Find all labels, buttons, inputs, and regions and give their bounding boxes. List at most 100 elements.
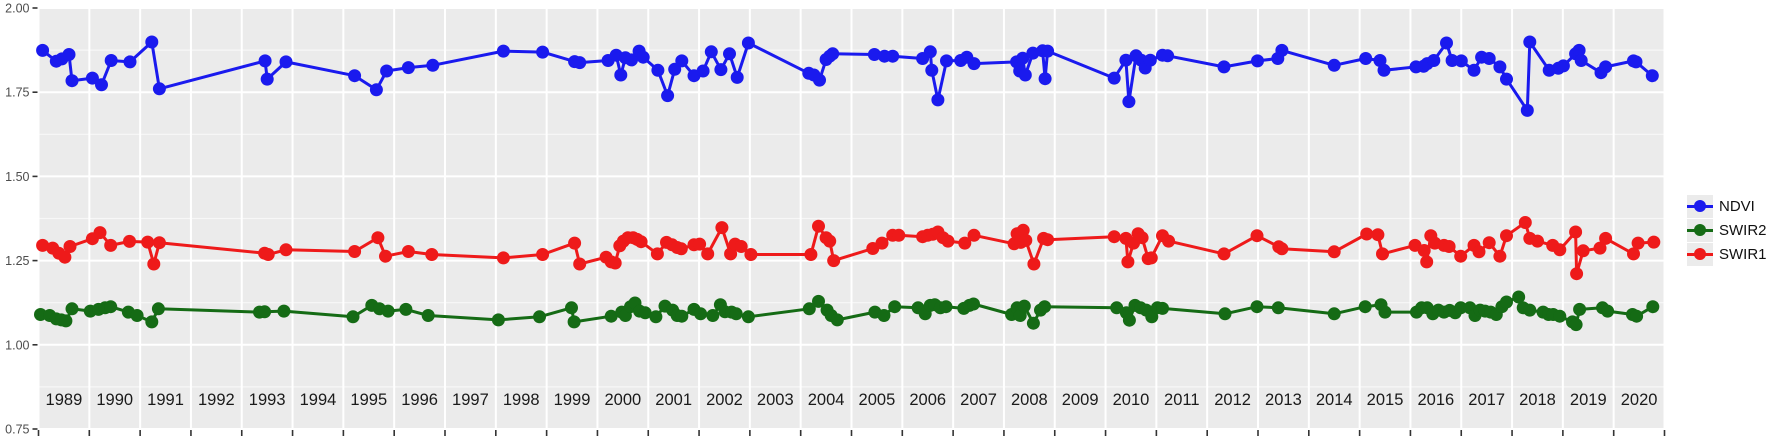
data-point-SWIR2[interactable] [151, 302, 165, 316]
data-point-NDVI[interactable] [145, 35, 159, 49]
data-point-NDVI[interactable] [636, 50, 650, 64]
data-point-SWIR1[interactable] [650, 247, 664, 261]
data-point-NDVI[interactable] [675, 54, 689, 68]
data-point-SWIR1[interactable] [967, 228, 981, 242]
data-point-SWIR2[interactable] [638, 306, 652, 320]
data-point-NDVI[interactable] [1482, 52, 1496, 65]
data-point-NDVI[interactable] [1377, 63, 1391, 77]
data-point-SWIR2[interactable] [65, 302, 79, 316]
data-point-SWIR2[interactable] [830, 313, 844, 327]
data-point-SWIR2[interactable] [939, 300, 953, 314]
data-point-SWIR2[interactable] [1454, 301, 1468, 315]
data-point-NDVI[interactable] [1026, 46, 1040, 60]
data-point-SWIR1[interactable] [1593, 241, 1607, 255]
data-point-NDVI[interactable] [62, 48, 76, 61]
data-point-NDVI[interactable] [1275, 43, 1289, 57]
data-point-SWIR1[interactable] [812, 219, 825, 233]
data-point-SWIR2[interactable] [346, 310, 360, 324]
data-point-NDVI[interactable] [369, 83, 383, 97]
data-point-NDVI[interactable] [36, 43, 50, 57]
data-point-SWIR2[interactable] [1122, 313, 1136, 327]
data-point-SWIR2[interactable] [533, 310, 546, 324]
data-point-SWIR1[interactable] [693, 237, 707, 251]
legend-entry-swir2[interactable]: SWIR2 [1687, 218, 1767, 242]
data-point-NDVI[interactable] [940, 54, 953, 68]
data-point-SWIR2[interactable] [802, 302, 816, 316]
data-point-NDVI[interactable] [1454, 54, 1468, 68]
data-point-NDVI[interactable] [1161, 49, 1175, 63]
data-point-SWIR2[interactable] [1156, 301, 1169, 315]
data-point-SWIR2[interactable] [1026, 316, 1040, 330]
data-point-SWIR1[interactable] [1493, 249, 1507, 263]
data-point-NDVI[interactable] [1143, 53, 1157, 67]
data-point-SWIR1[interactable] [93, 226, 107, 240]
data-point-SWIR1[interactable] [1135, 231, 1149, 245]
data-point-NDVI[interactable] [813, 73, 826, 87]
data-point-SWIR2[interactable] [491, 313, 505, 327]
data-point-NDVI[interactable] [1574, 54, 1588, 67]
data-point-NDVI[interactable] [625, 53, 638, 67]
data-point-NDVI[interactable] [1556, 59, 1570, 73]
data-point-SWIR2[interactable] [1358, 300, 1372, 314]
data-point-SWIR2[interactable] [967, 297, 980, 311]
data-point-NDVI[interactable] [1119, 53, 1133, 67]
data-point-NDVI[interactable] [1445, 54, 1459, 67]
data-point-NDVI[interactable] [826, 47, 840, 61]
data-point-SWIR1[interactable] [608, 256, 622, 270]
data-point-SWIR1[interactable] [348, 245, 362, 258]
data-point-NDVI[interactable] [573, 56, 587, 70]
data-point-SWIR1[interactable] [1250, 229, 1264, 243]
data-point-SWIR1[interactable] [58, 250, 72, 264]
data-point-SWIR2[interactable] [888, 300, 902, 314]
data-point-NDVI[interactable] [1440, 36, 1453, 50]
data-point-SWIR1[interactable] [1121, 255, 1135, 269]
data-point-NDVI[interactable] [614, 68, 628, 82]
data-point-SWIR1[interactable] [1107, 230, 1121, 244]
data-point-SWIR2[interactable] [1218, 307, 1232, 321]
data-point-SWIR1[interactable] [1376, 247, 1389, 261]
data-point-SWIR1[interactable] [1576, 244, 1590, 258]
data-point-NDVI[interactable] [1359, 52, 1373, 65]
data-point-NDVI[interactable] [1038, 72, 1052, 86]
data-point-SWIR1[interactable] [371, 231, 385, 245]
data-point-NDVI[interactable] [65, 74, 79, 88]
data-point-NDVI[interactable] [348, 69, 362, 83]
data-point-SWIR1[interactable] [1041, 233, 1055, 247]
data-point-SWIR2[interactable] [877, 309, 891, 322]
data-point-SWIR2[interactable] [741, 310, 755, 324]
data-point-SWIR2[interactable] [1017, 299, 1031, 313]
data-point-SWIR1[interactable] [1371, 228, 1385, 242]
data-point-NDVI[interactable] [1041, 44, 1055, 58]
data-point-NDVI[interactable] [1427, 54, 1441, 67]
data-point-SWIR1[interactable] [63, 240, 77, 253]
data-point-SWIR1[interactable] [1360, 227, 1374, 241]
data-point-NDVI[interactable] [401, 61, 415, 75]
data-point-NDVI[interactable] [104, 54, 118, 67]
data-point-SWIR2[interactable] [604, 309, 618, 323]
data-point-SWIR1[interactable] [1420, 255, 1434, 269]
data-point-NDVI[interactable] [536, 45, 550, 59]
data-point-SWIR2[interactable] [1378, 305, 1392, 319]
data-point-SWIR2[interactable] [130, 309, 144, 322]
data-point-SWIR1[interactable] [1647, 235, 1661, 249]
data-point-NDVI[interactable] [380, 64, 394, 78]
data-point-NDVI[interactable] [1467, 63, 1481, 77]
data-point-SWIR1[interactable] [1518, 216, 1532, 229]
data-point-SWIR2[interactable] [1250, 300, 1264, 314]
data-point-SWIR1[interactable] [804, 248, 818, 261]
data-point-SWIR2[interactable] [1271, 301, 1285, 315]
data-point-NDVI[interactable] [696, 64, 710, 78]
data-point-NDVI[interactable] [1327, 58, 1341, 72]
data-point-NDVI[interactable] [1018, 68, 1032, 82]
data-point-SWIR1[interactable] [573, 257, 587, 271]
data-point-NDVI[interactable] [714, 63, 728, 77]
data-point-SWIR2[interactable] [729, 307, 743, 321]
data-point-SWIR2[interactable] [1327, 307, 1341, 321]
data-point-SWIR1[interactable] [141, 235, 155, 249]
data-point-SWIR2[interactable] [649, 310, 663, 324]
data-point-SWIR1[interactable] [734, 240, 748, 253]
data-point-SWIR1[interactable] [147, 257, 161, 271]
data-point-SWIR2[interactable] [1500, 295, 1513, 309]
data-point-SWIR2[interactable] [258, 305, 272, 319]
data-point-SWIR2[interactable] [399, 302, 413, 316]
